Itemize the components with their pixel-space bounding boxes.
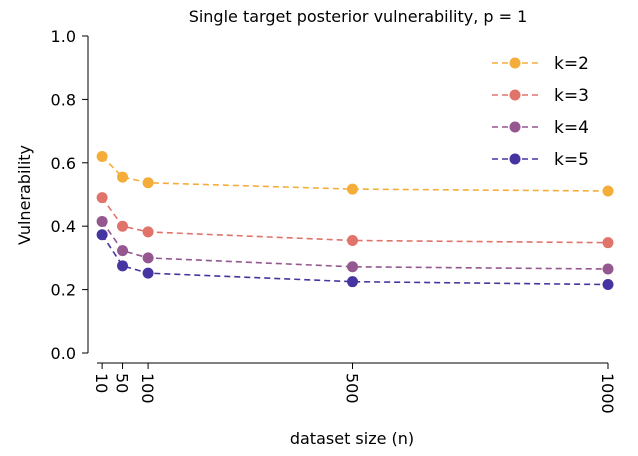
series-2 (96, 192, 614, 249)
data-point (602, 185, 614, 197)
x-tick-label: 1000 (598, 373, 617, 414)
x-ticks: 10 50 100 500 1000 (92, 363, 617, 414)
data-point (142, 177, 154, 189)
data-point (96, 150, 108, 162)
data-point (117, 171, 129, 183)
data-point (96, 192, 108, 204)
series-3 (96, 215, 614, 275)
y-tick-label: 0.0 (51, 344, 76, 363)
legend-item: k=4 (492, 118, 589, 138)
data-point (602, 279, 614, 291)
y-tick-label: 0.2 (51, 281, 76, 300)
legend-item: k=3 (492, 86, 589, 106)
x-tick-label: 50 (113, 373, 132, 393)
y-ticks: 0.0 0.2 0.4 0.6 0.8 1.0 (51, 27, 88, 363)
data-point (347, 183, 358, 195)
y-tick-label: 0.4 (51, 217, 76, 236)
series-4 (96, 229, 614, 291)
x-tick-label: 100 (138, 373, 157, 404)
legend-marker (509, 121, 521, 133)
data-point (347, 261, 358, 273)
data-point (117, 220, 129, 232)
legend-marker (509, 57, 521, 69)
y-axis-title: Vulnerability (15, 145, 34, 245)
legend-marker (509, 153, 521, 165)
legend-label: k=4 (554, 118, 589, 138)
legend-label: k=3 (554, 86, 589, 106)
legend-label: k=2 (554, 54, 589, 74)
x-axis-title: dataset size (n) (290, 429, 414, 448)
legend: k=2 k=3 k=4 k=5 (492, 54, 589, 170)
data-point (347, 234, 358, 246)
x-tick-label: 500 (343, 373, 362, 404)
legend-marker (509, 89, 521, 101)
data-point (142, 267, 154, 279)
axes (87, 36, 608, 364)
data-point (347, 276, 358, 288)
legend-label: k=5 (554, 150, 589, 170)
data-point (602, 237, 614, 249)
series-layer (96, 150, 614, 291)
y-tick-label: 0.6 (51, 154, 76, 173)
data-point (142, 226, 154, 238)
chart-title: Single target posterior vulnerability, p… (189, 7, 528, 26)
legend-item: k=2 (492, 54, 589, 74)
x-tick-label: 10 (92, 373, 111, 393)
data-point (602, 263, 614, 275)
legend-item: k=5 (492, 150, 589, 170)
data-point (142, 252, 154, 264)
data-point (96, 229, 108, 241)
data-point (117, 260, 129, 272)
y-tick-label: 1.0 (51, 27, 76, 46)
y-tick-label: 0.8 (51, 90, 76, 109)
data-point (117, 245, 129, 257)
data-point (96, 215, 108, 227)
series-1 (96, 150, 614, 197)
